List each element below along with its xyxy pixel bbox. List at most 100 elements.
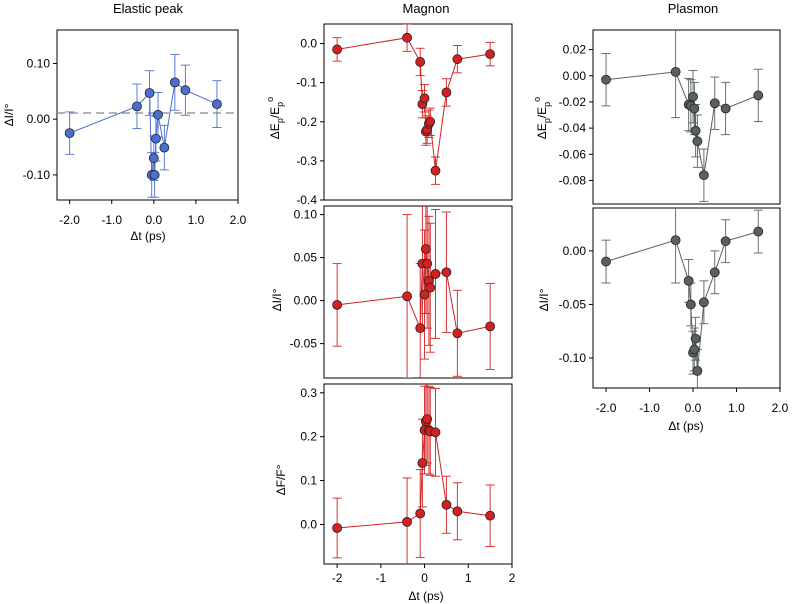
elastic-x-tick-label: 0.0 (145, 213, 162, 227)
plasmon_energy-data-point (753, 90, 764, 101)
magnon_width-data-point (417, 458, 428, 468)
magnon_energy-y-tick-label: -0.3 (296, 154, 317, 168)
elastic-title: Elastic peak (113, 1, 184, 16)
magnon_energy-data-point (332, 44, 343, 55)
plasmon_energy-y-tick-label: -0.02 (559, 95, 587, 109)
magnon_width-y-tick-label: 0.2 (300, 430, 317, 444)
plasmon_intensity-x-tick-label: 0.0 (685, 401, 702, 415)
magnon_intensity-y-tick-label: -0.05 (290, 337, 318, 351)
plasmon_intensity-data-point (720, 236, 731, 247)
magnon_width-x-tick-label: -2 (332, 571, 343, 585)
plasmon_energy-data-point (688, 91, 698, 102)
magnon_energy-data-point (430, 165, 441, 176)
elastic-x-axis-label: Δt (ps) (130, 229, 165, 243)
elastic-series-line (69, 81, 218, 175)
plasmon_energy-y-tick-label: -0.08 (559, 173, 587, 187)
magnon-energy-y-axis-label: ΔEp/Epo (265, 97, 285, 139)
elastic-y-tick-label: 0.00 (27, 112, 51, 126)
magnon_intensity-data-point (419, 289, 430, 300)
magnon-x-axis-label: Δt (ps) (408, 589, 443, 603)
elastic-data-point (148, 153, 159, 164)
magnon_width-data-point (430, 427, 441, 438)
plasmon_energy-data-point (720, 103, 731, 114)
plasmon_intensity-data-point (709, 267, 720, 278)
magnon_intensity-data-point (402, 291, 412, 302)
plasmon_intensity-data-point (683, 275, 694, 286)
elastic-peak-panel: Elastic peak -0.10 0.00 0.10 -2.0 -1.0 0.0 1.0… (2, 1, 247, 243)
plasmon_energy-data-point (698, 170, 709, 181)
plasmon_intensity-data-point (690, 333, 701, 344)
plasmon_energy-series-line (605, 71, 759, 176)
magnon_energy-data-point (415, 57, 426, 67)
plasmon_intensity-x-tick-label: 1.0 (728, 401, 745, 415)
plasmon-intensity-y-axis-label: ΔI/I° (537, 288, 551, 311)
elastic-data-point (132, 101, 142, 112)
plasmon_intensity-y-tick-label: 0.00 (563, 244, 587, 258)
elastic-data-point (159, 142, 170, 153)
elastic-data-point (151, 133, 161, 144)
magnon_width-x-tick-label: -1 (376, 571, 387, 585)
elastic-data-point (144, 88, 155, 98)
magnon_energy-data-point (419, 93, 430, 104)
magnon_intensity-data-point (415, 323, 426, 334)
plasmon_intensity-x-tick-label: -1.0 (639, 401, 660, 415)
plasmon-energy-panel: Plasmon 0.02 0.00 -0.02 -0.04 -0.06 -0.08 ΔEp… (532, 1, 781, 205)
elastic-data-point (153, 109, 163, 120)
magnon_width-data-point (332, 523, 343, 533)
magnon_width-y-tick-label: 0.0 (300, 517, 317, 531)
elastic-plot-frame (56, 29, 239, 201)
plasmon_intensity-series-line (605, 231, 759, 371)
magnon_intensity-y-tick-label: 0.10 (294, 208, 318, 222)
magnon-energy-plot-frame (323, 23, 513, 201)
magnon_energy-data-point (452, 54, 463, 65)
plasmon-title: Plasmon (668, 1, 719, 16)
elastic-x-tick-label: -2.0 (59, 213, 80, 227)
plasmon_energy-data-point (601, 74, 611, 85)
elastic-data-point (149, 170, 160, 180)
elastic-data-point (180, 85, 191, 96)
magnon_width-y-tick-label: 0.3 (300, 386, 317, 400)
magnon_width-data-point (452, 506, 463, 517)
magnon-intensity-plot-frame (323, 205, 513, 379)
magnon-title: Magnon (403, 1, 450, 16)
magnon-width-plot-frame (323, 383, 513, 565)
plasmon_energy-y-tick-label: 0.02 (563, 43, 587, 57)
magnon_intensity-data-point (332, 299, 343, 310)
magnon_energy-data-point (441, 87, 452, 98)
plasmon_intensity-data-point (698, 297, 709, 308)
magnon_width-data-point (415, 508, 426, 519)
elastic-data-point (169, 77, 180, 88)
plasmon_intensity-data-point (670, 235, 681, 246)
plasmon_energy-y-tick-label: 0.00 (563, 69, 587, 83)
plasmon_energy-data-point (709, 98, 720, 109)
magnon_width-data-point (402, 516, 412, 527)
magnon_width-data-point (485, 510, 496, 521)
magnon_width-y-tick-label: 0.1 (300, 474, 317, 488)
plasmon_intensity-data-point (685, 299, 696, 310)
plasmon_intensity-x-tick-label: -2.0 (596, 401, 617, 415)
plasmon_energy-y-tick-label: -0.06 (559, 147, 587, 161)
magnon_width-x-tick-label: 2 (509, 571, 516, 585)
magnon_width-x-tick-label: 0 (421, 571, 428, 585)
magnon_intensity-y-tick-label: 0.05 (294, 251, 318, 265)
elastic-x-tick-label: 2.0 (230, 213, 247, 227)
plasmon-energy-y-axis-label: ΔEp/Epo (532, 97, 552, 139)
elastic-data-point (212, 99, 222, 110)
magnon_energy-data-point (485, 49, 496, 60)
plasmon-intensity-plot-frame (592, 207, 781, 389)
magnon_intensity-data-point (441, 267, 452, 278)
magnon_intensity-data-point (485, 321, 496, 332)
magnon-width-y-axis-label: ΔF/F° (274, 464, 288, 495)
magnon_width-data-point (441, 499, 452, 510)
plasmon-intensity-panel: 0.00 -0.05 -0.10 -2.0 -1.0 0.0 1.0 2.0 ΔI/I° Δt… (537, 207, 789, 433)
plasmon-x-axis-label: Δt (ps) (668, 419, 703, 433)
magnon_intensity-y-tick-label: 0.00 (294, 294, 318, 308)
magnon_intensity-data-point (422, 258, 433, 269)
magnon_energy-data-point (402, 32, 412, 43)
plasmon_intensity-data-point (601, 256, 611, 267)
magnon_energy-data-point (425, 116, 436, 127)
elastic-y-tick-label: 0.10 (27, 56, 51, 70)
elastic-data-point (64, 128, 75, 139)
plasmon_intensity-data-point (753, 226, 764, 237)
